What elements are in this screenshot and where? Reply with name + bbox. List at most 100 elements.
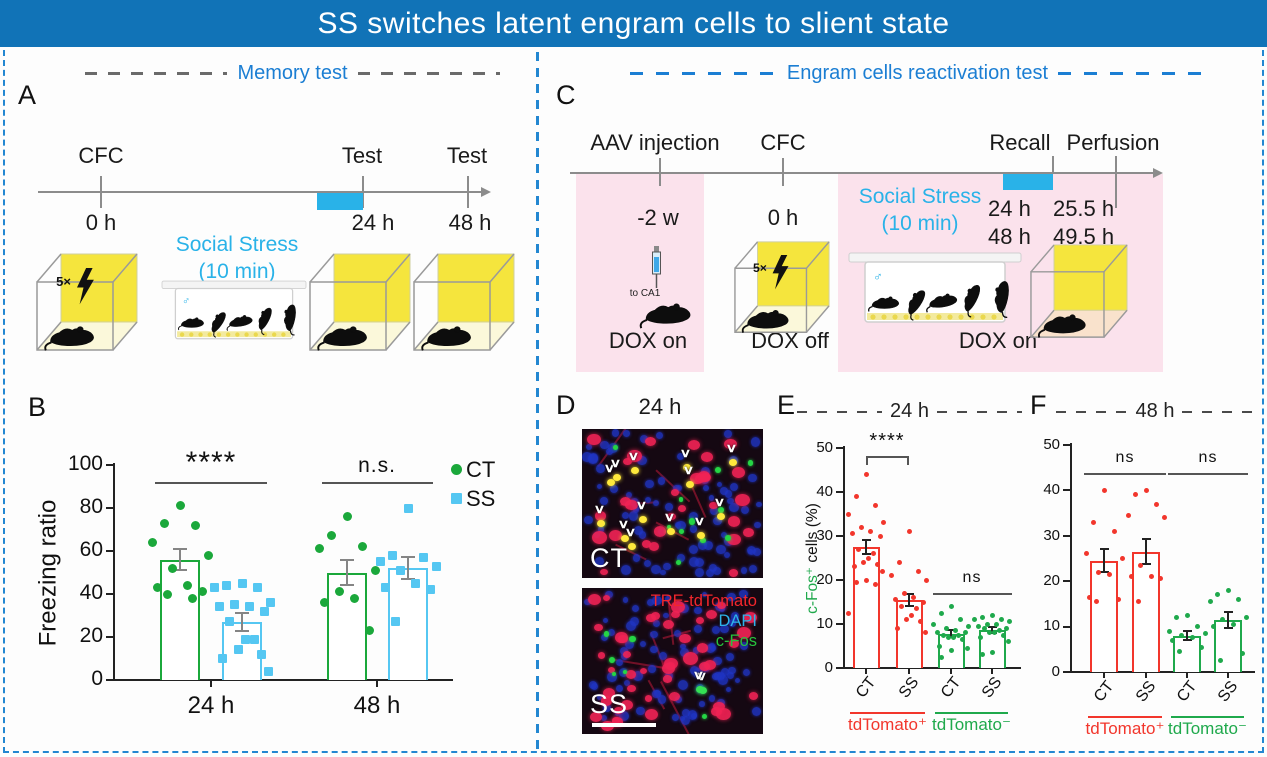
svg-text:5×: 5×	[56, 274, 71, 289]
dapi-nucleus	[640, 435, 649, 444]
x-tick	[1227, 673, 1229, 678]
tdtomato-cell	[641, 539, 651, 548]
data-point	[225, 617, 235, 627]
cfos-cell	[667, 524, 672, 529]
data-point	[950, 634, 956, 640]
error-bar	[1186, 631, 1188, 641]
data-point	[889, 573, 894, 579]
dapi-nucleus	[688, 557, 699, 568]
tdtomato-cell	[736, 627, 751, 640]
tdtomato-cell	[644, 436, 657, 447]
data-point	[946, 634, 952, 640]
svg-text:5×: 5×	[753, 261, 767, 275]
timeline-a-arrow-icon	[481, 187, 491, 197]
dapi-nucleus	[748, 473, 757, 483]
data-point	[358, 542, 368, 552]
panel-f-time-header: 48 h	[1135, 400, 1175, 422]
bar	[1090, 560, 1118, 672]
dapi-nucleus	[689, 512, 698, 522]
data-point	[175, 501, 185, 511]
dapi-nucleus	[716, 544, 726, 555]
time-24h-a: 24 h	[351, 210, 395, 235]
tdtomato-cell	[651, 611, 661, 620]
data-point	[334, 587, 344, 597]
dapi-nucleus	[618, 710, 629, 721]
data-point	[1189, 635, 1195, 641]
data-point	[1119, 556, 1125, 561]
legend-marker-circle	[451, 464, 462, 475]
y-tick-label: 100	[67, 451, 103, 475]
tdtomato-cell	[724, 438, 737, 450]
dapi-nucleus	[739, 590, 748, 599]
stain-legend: TRE-tdTomato DAPI c-Fos	[651, 591, 757, 651]
error-bar-cap	[1099, 571, 1109, 574]
tdtomato-cell	[594, 511, 606, 521]
social-stress-marker-a	[317, 193, 363, 210]
significance-line	[933, 593, 1012, 595]
cfos-cell	[676, 560, 682, 566]
dapi-nucleus	[607, 628, 615, 636]
tdtomato-cell	[600, 568, 609, 576]
dapi-nucleus	[623, 430, 630, 437]
time-cfc-c: 0 h	[767, 205, 799, 230]
y-tick-label: 20	[1043, 571, 1060, 589]
y-tick	[1063, 489, 1070, 492]
arrowhead-icon: ∨	[624, 525, 637, 540]
bar	[1132, 551, 1160, 672]
dapi-nucleus	[600, 634, 608, 642]
dapi-nucleus	[727, 666, 736, 675]
dapi-nucleus	[676, 452, 684, 460]
y-axis-label: c-Fos⁺ cells (%)	[799, 448, 825, 668]
tdtomato-cell	[670, 610, 680, 619]
data-point	[896, 559, 902, 565]
y-tick-label: 40	[79, 580, 103, 604]
error-bar	[179, 548, 181, 571]
overlap-cell	[639, 515, 648, 523]
dash-line	[357, 72, 500, 75]
error-bar-cap	[1182, 639, 1192, 642]
error-bar	[908, 594, 910, 606]
data-point	[370, 565, 380, 575]
dapi-nucleus	[625, 621, 636, 632]
data-point	[1220, 617, 1226, 623]
social-stress-label-c: Social Stress (10 min)	[830, 183, 1010, 237]
data-point	[364, 626, 374, 636]
y-tick-label: 50	[1043, 435, 1060, 453]
event-recall: Recall	[989, 130, 1051, 155]
y-tick	[836, 447, 843, 449]
data-point	[1174, 615, 1180, 621]
dapi-nucleus	[676, 520, 686, 531]
dapi-nucleus	[652, 689, 661, 699]
dapi-nucleus	[721, 668, 730, 677]
y-tick	[836, 623, 843, 625]
dapi-nucleus	[718, 606, 726, 613]
tdtomato-cell	[627, 449, 642, 463]
cfos-cell	[715, 466, 722, 473]
dox-on-label-1: DOX on	[608, 328, 688, 353]
dapi-nucleus	[699, 701, 705, 707]
dapi-nucleus	[640, 641, 647, 648]
x-tick	[950, 669, 952, 674]
y-axis-label-text: Freezing ratio	[34, 499, 62, 646]
panel-a-label: A	[18, 80, 37, 110]
tdtomato-cell	[728, 638, 739, 648]
data-point	[908, 612, 914, 618]
context-box-illustration	[309, 253, 411, 352]
data-point	[259, 606, 269, 616]
timeline-c-tick-recall	[1052, 156, 1054, 173]
data-point	[234, 645, 244, 655]
data-point	[853, 579, 859, 585]
tdtomato-cell	[623, 457, 632, 465]
legend-label: CT	[466, 457, 496, 482]
data-point	[1091, 519, 1097, 525]
data-point	[326, 531, 336, 541]
y-tick	[836, 535, 843, 537]
dash-line	[797, 410, 883, 413]
x-tick	[908, 669, 910, 674]
dapi-nucleus	[743, 668, 751, 676]
dapi-nucleus	[652, 619, 660, 627]
dapi-nucleus	[689, 525, 698, 533]
dapi-nucleus	[595, 464, 605, 474]
dapi-nucleus	[708, 495, 715, 502]
y-tick	[106, 636, 113, 638]
